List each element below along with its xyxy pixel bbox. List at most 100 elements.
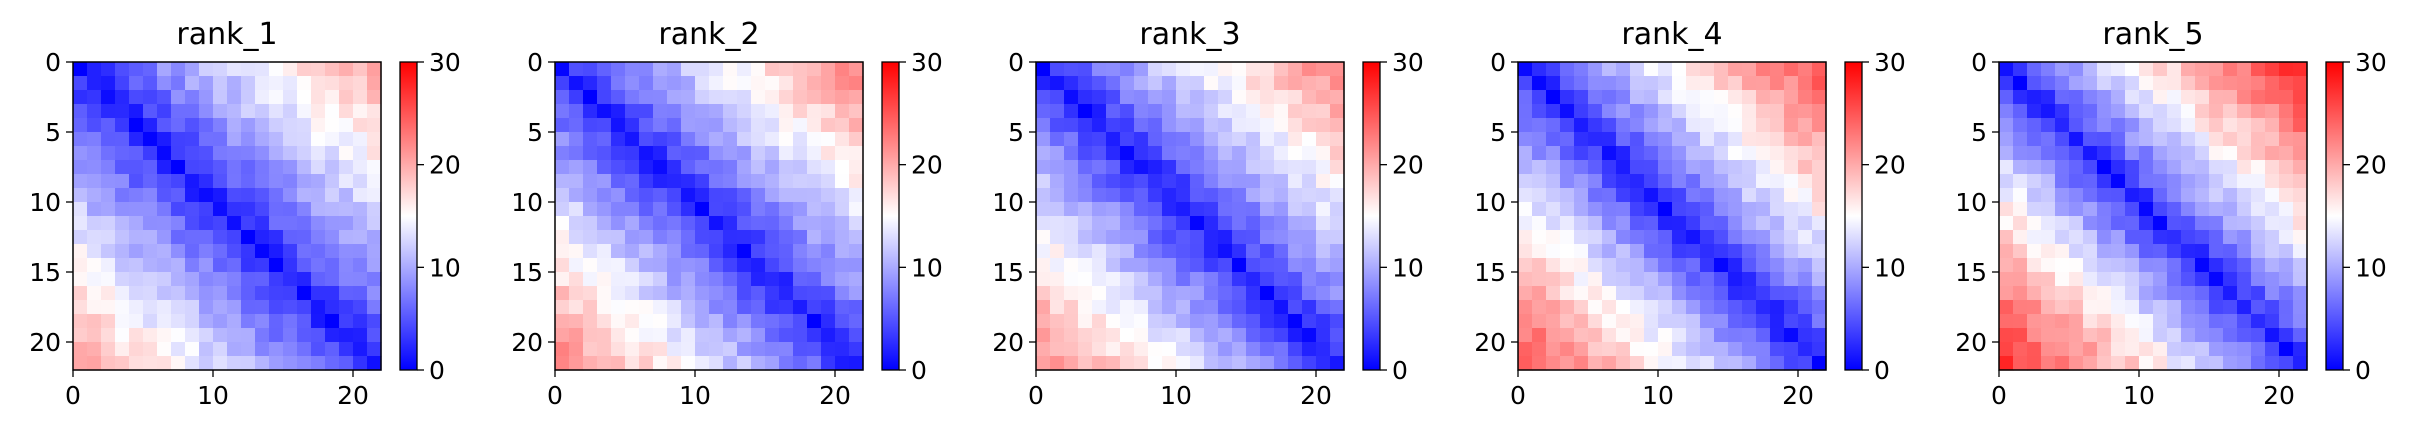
colorbar-tick-label: 10 [1392, 253, 1424, 282]
heatmap-cell [2195, 216, 2210, 231]
heatmap-cell [1316, 272, 1331, 287]
heatmap-cell [129, 328, 144, 343]
heatmap-cell [1092, 188, 1107, 203]
heatmap-cell [1630, 342, 1645, 357]
heatmap-cell [2181, 132, 2196, 147]
heatmap-cell [2125, 216, 2140, 231]
heatmap-cell [241, 104, 256, 119]
heatmap-cell [2027, 132, 2042, 147]
heatmap-cell [1106, 90, 1121, 105]
heatmap-cell [1630, 328, 1645, 343]
heatmap-cell [793, 272, 808, 287]
heatmap-cell [709, 132, 724, 147]
heatmap-cell [1798, 90, 1813, 105]
heatmap-cell [1700, 160, 1715, 175]
heatmap-cell [1672, 272, 1687, 287]
heatmap-cell [1106, 76, 1121, 91]
heatmap-cell [835, 62, 850, 77]
heatmap-cell [2279, 188, 2294, 203]
heatmap-cell [2153, 328, 2168, 343]
heatmap-cell [583, 90, 598, 105]
heatmap-cell [2013, 328, 2028, 343]
heatmap-cell [1260, 328, 1275, 343]
heatmap-cell [2083, 132, 2098, 147]
heatmap-cell [1120, 118, 1135, 133]
heatmap-cell [1672, 244, 1687, 259]
heatmap-cell [1120, 342, 1135, 357]
heatmap-cell [1260, 118, 1275, 133]
heatmap-cell [737, 328, 752, 343]
heatmap-cell [2265, 272, 2280, 287]
heatmap-cell [143, 342, 158, 357]
heatmap-cell [2111, 188, 2126, 203]
heatmap-cell [115, 202, 130, 217]
heatmap-cell [1232, 356, 1247, 371]
heatmap-cell [2055, 230, 2070, 245]
heatmap-cell [1106, 328, 1121, 343]
heatmap-cell [2083, 230, 2098, 245]
heatmap-cell [171, 300, 186, 315]
heatmap-cell [255, 356, 270, 371]
heatmap-cell [751, 314, 766, 329]
heatmap-cell [835, 286, 850, 301]
heatmap-cell [2251, 90, 2266, 105]
heatmap-cell [1148, 300, 1163, 315]
heatmap-cell [2209, 62, 2224, 77]
heatmap-cell [2237, 356, 2252, 371]
heatmap-cell [611, 314, 626, 329]
heatmap-cell [157, 216, 172, 231]
heatmap-cell [765, 76, 780, 91]
heatmap-cell [1798, 174, 1813, 189]
heatmap-cell [1700, 174, 1715, 189]
heatmap-cell [1756, 174, 1771, 189]
heatmap-cell [115, 230, 130, 245]
heatmap-cell [2139, 314, 2154, 329]
heatmap-cell [1999, 244, 2014, 259]
heatmap-cell [1036, 90, 1051, 105]
heatmap-cell [73, 132, 88, 147]
heatmap-cell [2251, 62, 2266, 77]
heatmap-cell [2139, 244, 2154, 259]
heatmap-cell [171, 272, 186, 287]
heatmap-cell [199, 314, 214, 329]
heatmap-cell [737, 216, 752, 231]
heatmap-cell [1616, 300, 1631, 315]
heatmap-cell [171, 132, 186, 147]
heatmap-cell [283, 174, 298, 189]
heatmap-cell [1742, 146, 1757, 161]
heatmap-cell [367, 258, 382, 273]
heatmap-cell [2139, 62, 2154, 77]
heatmap-cell [625, 286, 640, 301]
heatmap-cell [1728, 202, 1743, 217]
heatmap-cell [283, 300, 298, 315]
heatmap-cell [353, 314, 368, 329]
heatmap-cell [611, 258, 626, 273]
heatmap-cell [1630, 188, 1645, 203]
heatmap-cell [2209, 286, 2224, 301]
heatmap-cell [2139, 104, 2154, 119]
heatmap-cell [1812, 104, 1827, 119]
heatmap-cell [1658, 300, 1673, 315]
heatmap-cell [2139, 286, 2154, 301]
heatmap-cell [2097, 300, 2112, 315]
heatmap-cell [1798, 104, 1813, 119]
heatmap-cell [325, 118, 340, 133]
heatmap-cell [367, 286, 382, 301]
heatmap-cell [765, 216, 780, 231]
heatmap-cell [2265, 342, 2280, 357]
heatmap-cell [1602, 230, 1617, 245]
heatmap-cell [611, 244, 626, 259]
heatmap-cell [2265, 216, 2280, 231]
heatmap-cell [115, 258, 130, 273]
heatmap-cell [311, 160, 326, 175]
heatmap-cell [835, 160, 850, 175]
heatmap-cell [2097, 230, 2112, 245]
heatmap-cell [569, 188, 584, 203]
heatmap-cell [1064, 62, 1079, 77]
heatmap-cell [1148, 314, 1163, 329]
heatmap-cell [1064, 146, 1079, 161]
heatmap-cell [2153, 216, 2168, 231]
heatmap-cell [2251, 132, 2266, 147]
heatmap-cell [1644, 216, 1659, 231]
heatmap-cell [2083, 286, 2098, 301]
